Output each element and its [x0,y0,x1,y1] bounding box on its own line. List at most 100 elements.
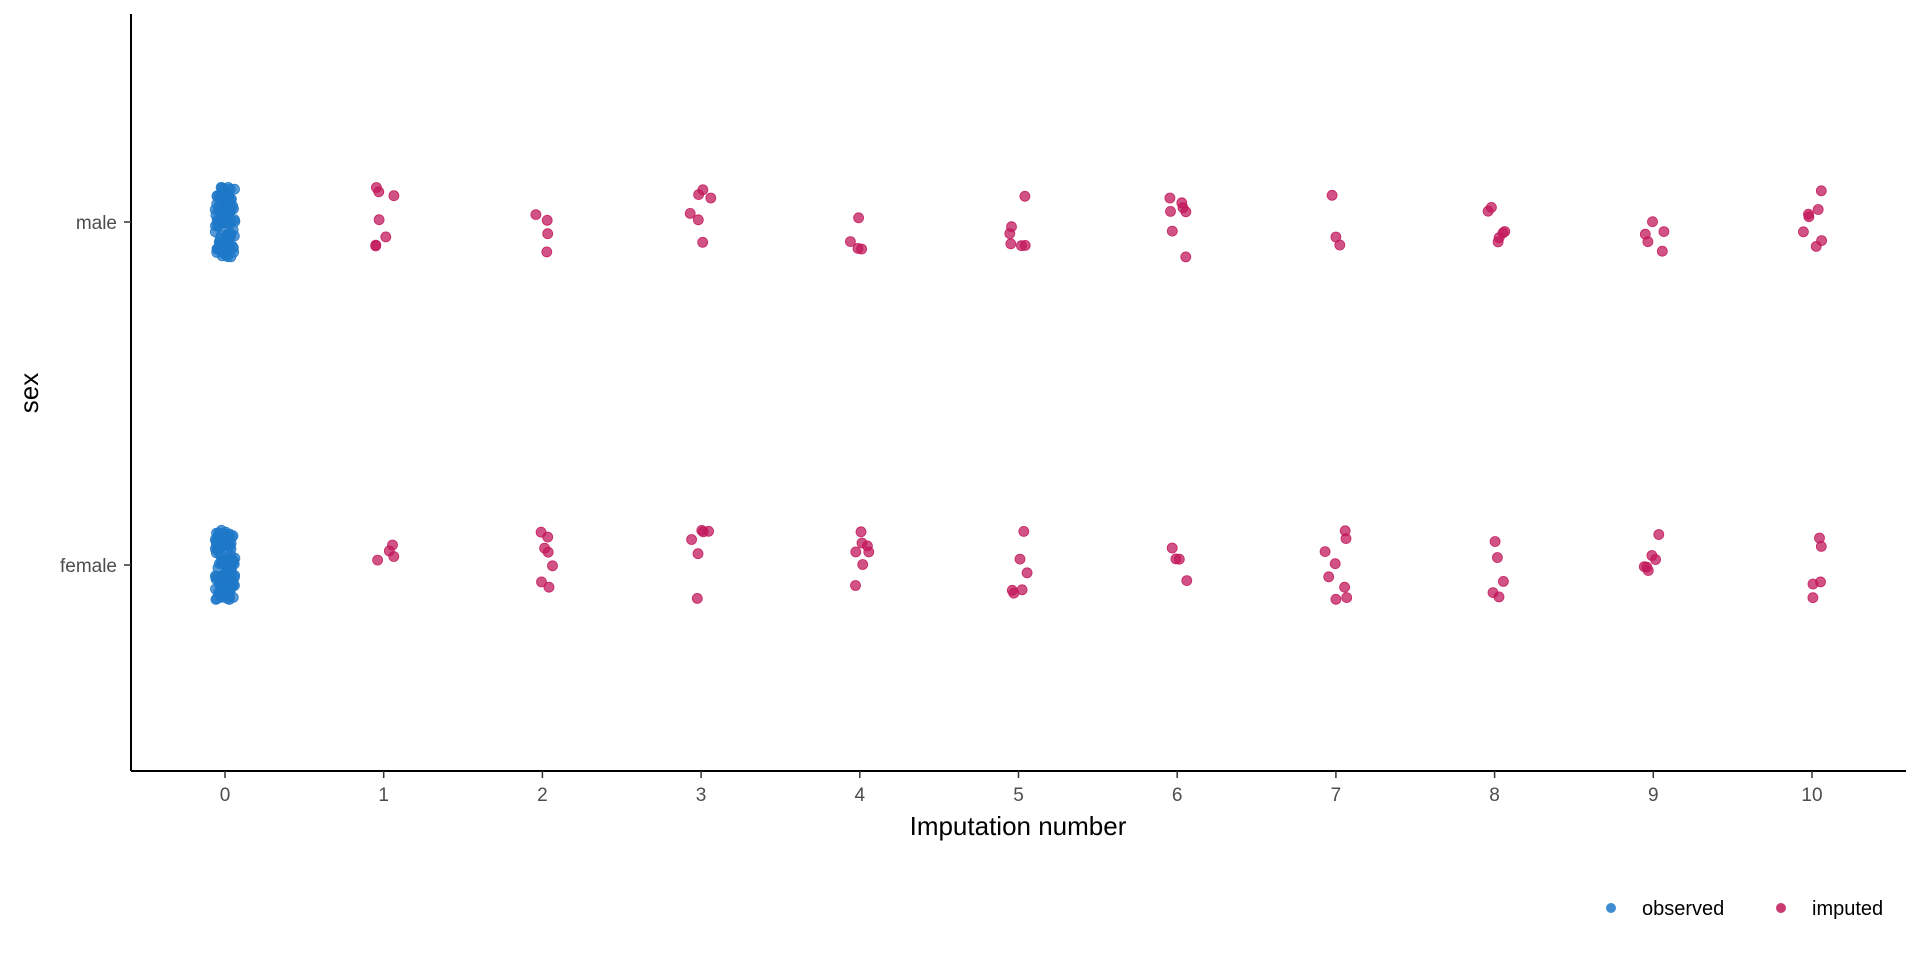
imputed-point [692,214,704,226]
observed-point [228,246,240,258]
imputed-point [855,526,867,538]
imputed-point [535,526,547,538]
observed-point [210,540,222,552]
x-tick-label: 0 [220,785,231,806]
imputed-point [850,580,861,591]
imputed-point [1493,232,1505,244]
imputed-point [1807,592,1819,604]
x-tick-label: 4 [855,785,866,806]
x-tick-label: 3 [696,785,707,806]
imputed-point [1176,197,1188,209]
observed-point [217,554,229,566]
imputed-point [1642,236,1654,248]
imputed-point [1339,581,1350,593]
x-ticks: 0 1 2 3 4 5 6 7 8 9 10 [220,771,1823,806]
imputed-legend-key [1776,903,1786,913]
observed-point [225,537,237,549]
imputed-point [1341,592,1353,603]
imputed-point [1647,216,1658,228]
points-layer [209,181,1827,605]
imputed-point [388,190,400,202]
observed-point [217,247,229,259]
imputed-point [1646,550,1658,561]
y-ticks: female male [60,213,131,577]
imputed-point [1180,206,1192,218]
imputed-point [1330,231,1342,243]
x-tick-label: 6 [1172,785,1183,806]
observed-point [220,526,232,538]
observed-point [229,183,240,195]
observed-point [217,208,229,219]
legend: observed imputed [1606,898,1883,920]
x-tick-label: 9 [1648,785,1659,806]
imputed-point [1658,226,1670,238]
x-tick-label: 2 [537,785,548,806]
imputed-point [845,236,856,248]
imputed-point [547,560,558,572]
imputed-point [1815,185,1827,197]
imputed-point [1323,571,1335,583]
imputed-point [1166,225,1178,237]
y-axis-title: sex [14,373,44,413]
imputed-point [1021,567,1033,579]
observed-legend-label: observed [1642,898,1724,920]
imputed-point [1329,558,1341,570]
imputed-point [1166,542,1178,554]
imputed-point [1340,533,1352,544]
imputed-point [1019,190,1031,202]
imputed-point [1492,552,1503,563]
imputed-point [1641,561,1653,573]
x-tick-label: 1 [378,785,389,806]
y-tick-label: female [60,556,117,577]
observed-point [217,582,229,593]
imputed-point [539,542,550,554]
observed-point [223,225,235,237]
imputed-point [853,212,864,224]
imputed-point [1330,593,1342,605]
x-tick-label: 8 [1489,785,1500,806]
observed-point [214,191,226,202]
imputed-point [542,228,554,240]
imputed-point [1815,541,1827,552]
imputed-point [541,214,553,226]
imputed-point [1016,240,1027,252]
imputed-point [370,239,382,251]
imputed-point [852,242,864,254]
imputed-point [387,539,398,551]
imputed-point [1798,226,1809,238]
y-tick-label: male [76,213,117,234]
x-tick-label: 5 [1013,785,1024,806]
imputed-point [1018,526,1030,537]
imputed-point [373,214,385,226]
imputed-point [1812,204,1824,215]
imputed-point [693,189,704,201]
imputed-point [1170,553,1182,565]
x-axis-title: Imputation number [910,811,1127,841]
x-tick-label: 10 [1801,785,1822,806]
imputed-point [1807,578,1819,590]
observed-point [219,569,230,581]
imputed-point [1005,238,1017,250]
imputed-point [1014,553,1026,565]
imputed-point [1164,192,1176,204]
imputed-point [1489,536,1501,547]
imputed-point [692,548,704,560]
imputed-legend-label: imputed [1812,898,1883,920]
imputed-point [1816,235,1827,247]
imputed-point [1004,228,1016,239]
imputed-point [1180,251,1192,263]
imputed-point [857,559,869,570]
imputed-point [1319,546,1331,557]
imputed-point [541,246,553,258]
imputed-point [372,554,384,566]
imputed-point [691,593,703,604]
imputed-point [1181,575,1193,586]
imputed-point [1656,245,1668,257]
imputed-point [697,526,709,538]
imputed-point [388,551,400,562]
imputed-point [1165,205,1176,217]
imputed-point [1653,529,1665,540]
observed-legend-key [1606,903,1616,913]
imputed-point [705,192,717,204]
